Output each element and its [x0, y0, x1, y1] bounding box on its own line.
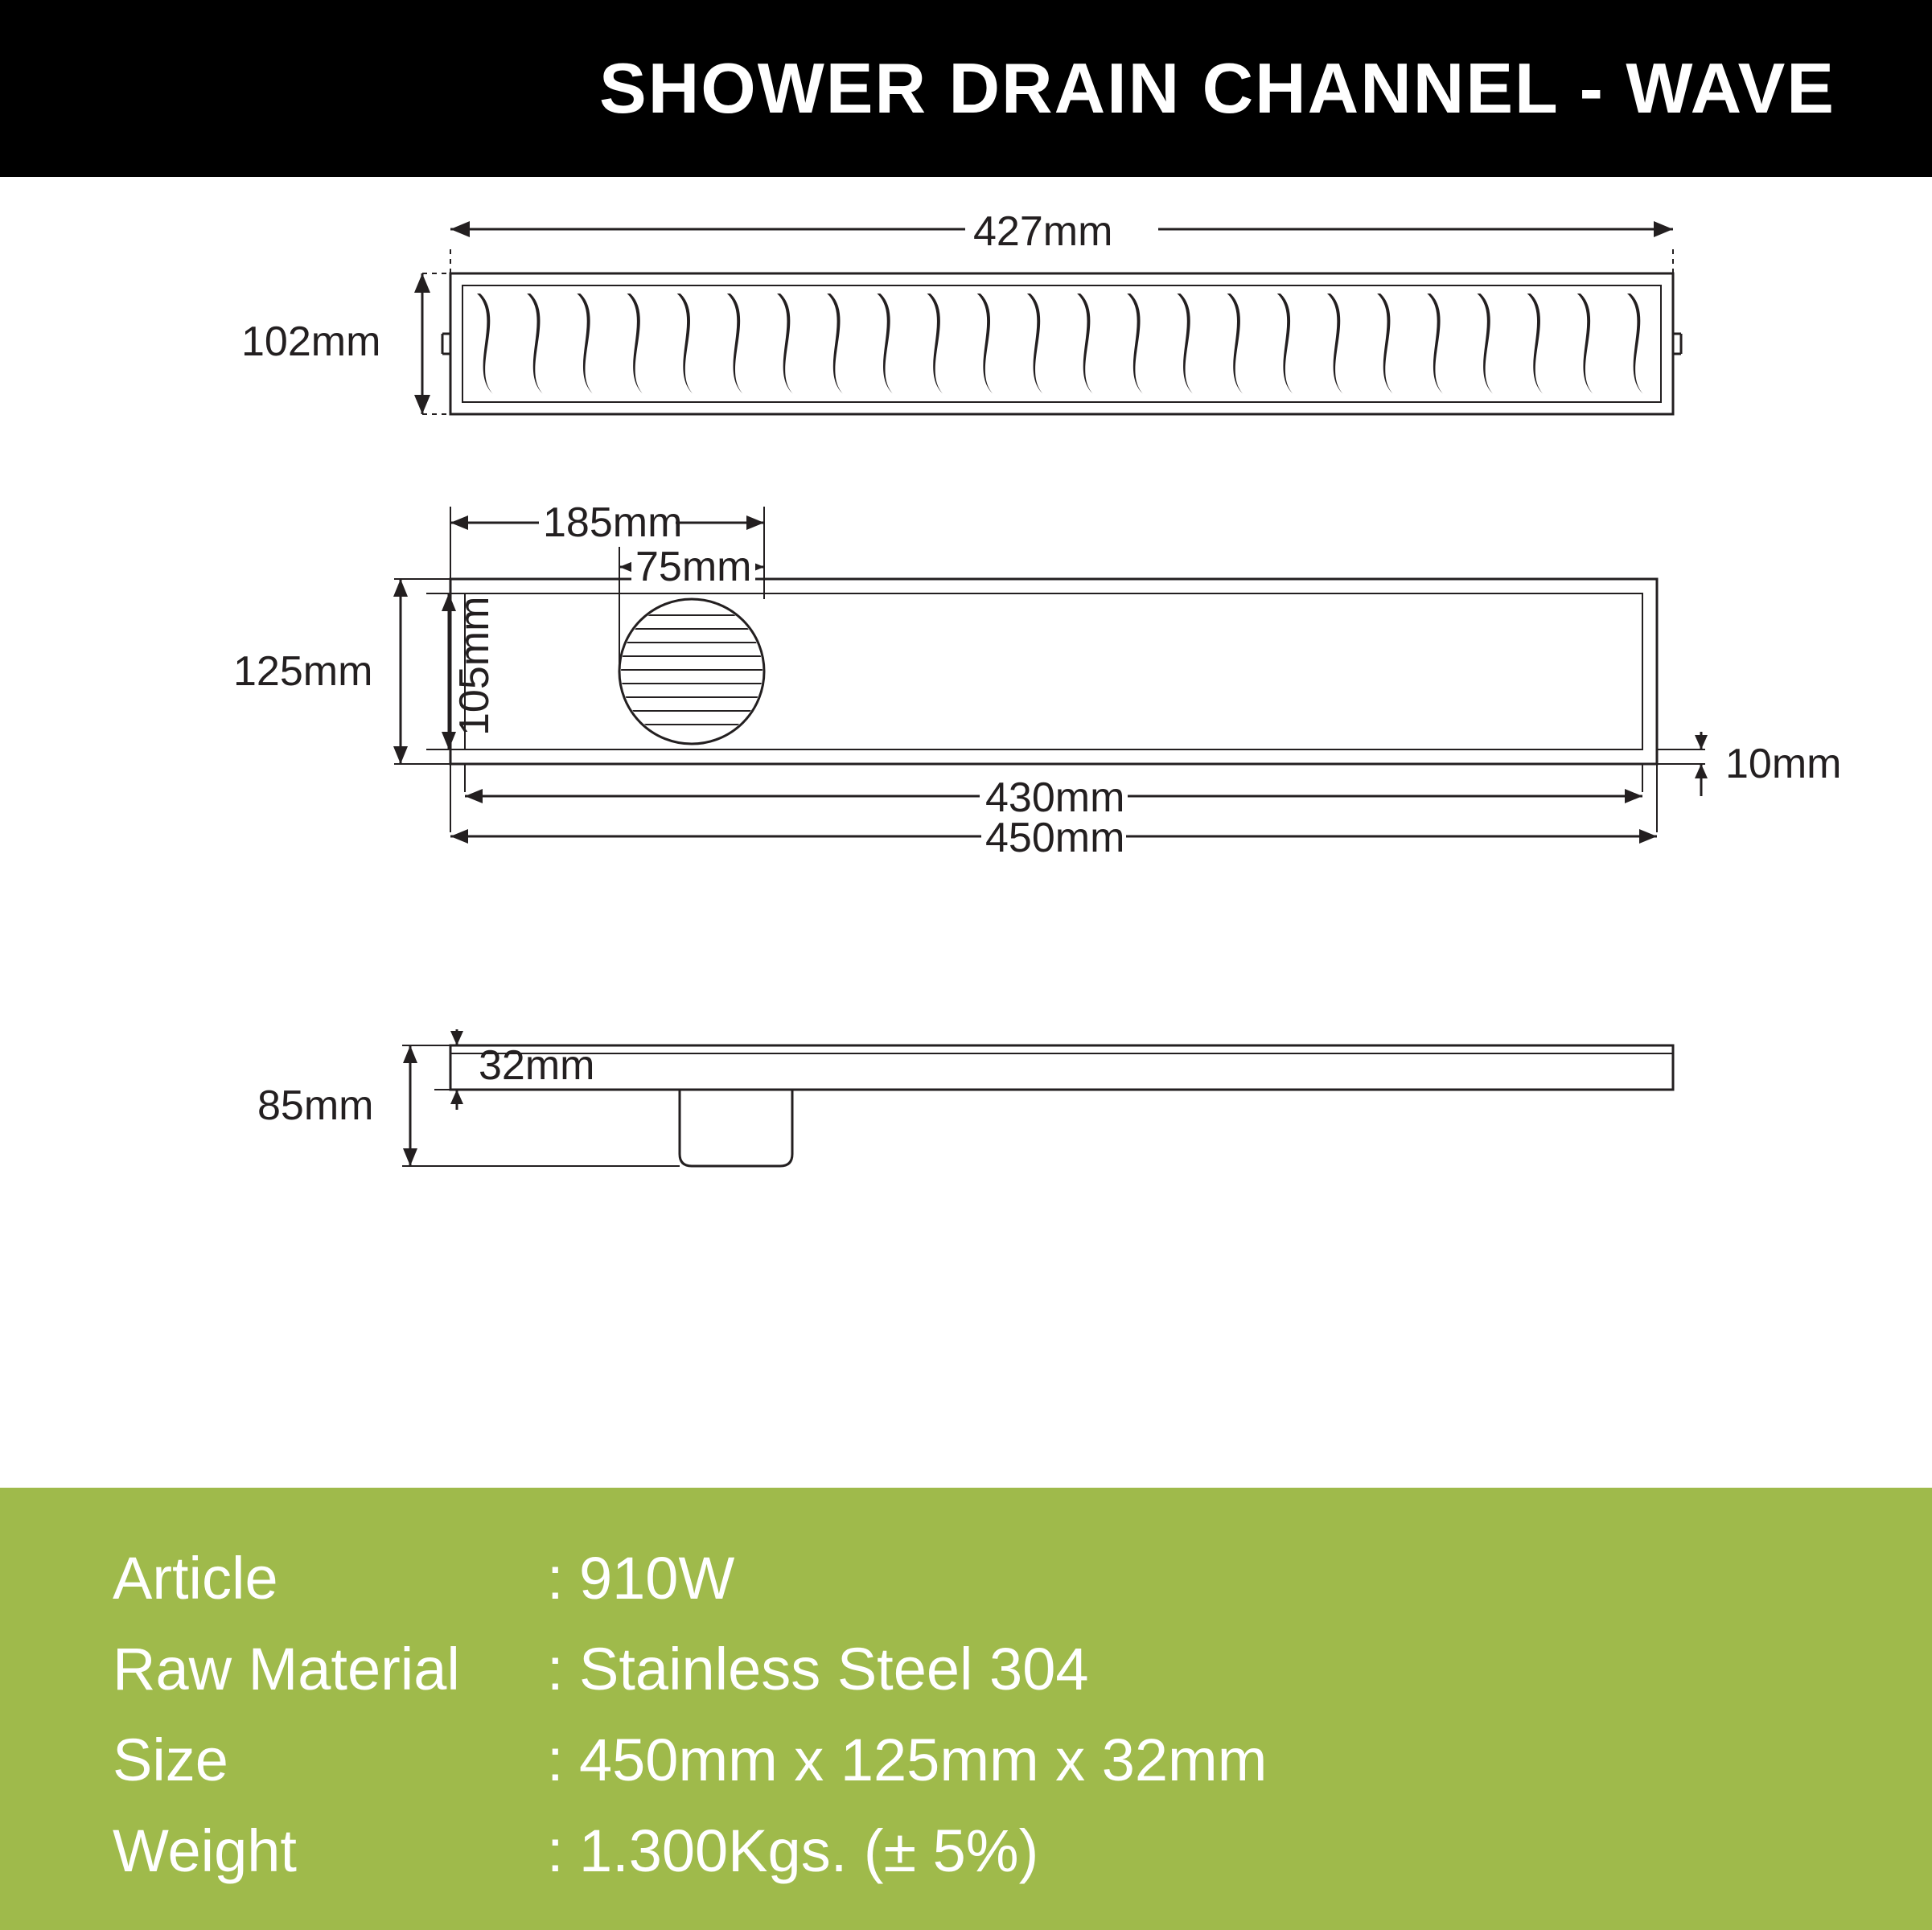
spec-row-material: Raw Material : Stainless Steel 304: [113, 1635, 1819, 1703]
header-bar: SHOWER DRAIN CHANNEL - WAVE: [0, 0, 1932, 177]
spec-row-article: Article : 910W: [113, 1544, 1819, 1612]
dim-427-label: 427mm: [973, 207, 1112, 256]
dim-125-arrow: [384, 579, 417, 764]
dim-85-label: 85mm: [257, 1082, 373, 1130]
dim-102-label: 102mm: [241, 318, 380, 366]
dim-10-arrow: [1685, 732, 1717, 796]
page-title: SHOWER DRAIN CHANNEL - WAVE: [599, 47, 1835, 129]
spec-row-size: Size : 450mm x 125mm x 32mm: [113, 1726, 1819, 1794]
spec-row-weight: Weight : 1.300Kgs. (± 5%): [113, 1817, 1819, 1885]
dim-75-label: 75mm: [631, 543, 755, 591]
spec-value-size: 450mm x 125mm x 32mm: [579, 1726, 1267, 1794]
dim-102-arrow: [402, 273, 442, 414]
diagram-area: 427mm 102mm: [0, 177, 1932, 1367]
spec-label-size: Size: [113, 1726, 547, 1794]
dim-185-label: 185mm: [543, 499, 682, 547]
spec-label-weight: Weight: [113, 1817, 547, 1885]
top-view: [370, 249, 1737, 474]
side-view: [370, 1013, 1737, 1190]
spec-footer: Article : 910W Raw Material : Stainless …: [0, 1488, 1932, 1930]
dim-125-label: 125mm: [233, 647, 372, 696]
dim-450-label: 450mm: [985, 814, 1124, 862]
dim-10-label: 10mm: [1725, 740, 1841, 788]
dim-32-label: 32mm: [479, 1041, 594, 1090]
dim-105-label: 105mm: [450, 597, 499, 736]
spec-label-article: Article: [113, 1544, 547, 1612]
spec-label-material: Raw Material: [113, 1635, 547, 1703]
spec-value-weight: 1.300Kgs. (± 5%): [579, 1817, 1038, 1885]
spec-value-material: Stainless Steel 304: [579, 1635, 1089, 1703]
dim-85-arrow: [394, 1045, 426, 1166]
spec-value-article: 910W: [579, 1544, 734, 1612]
dim-32-arrow: [441, 1029, 473, 1110]
